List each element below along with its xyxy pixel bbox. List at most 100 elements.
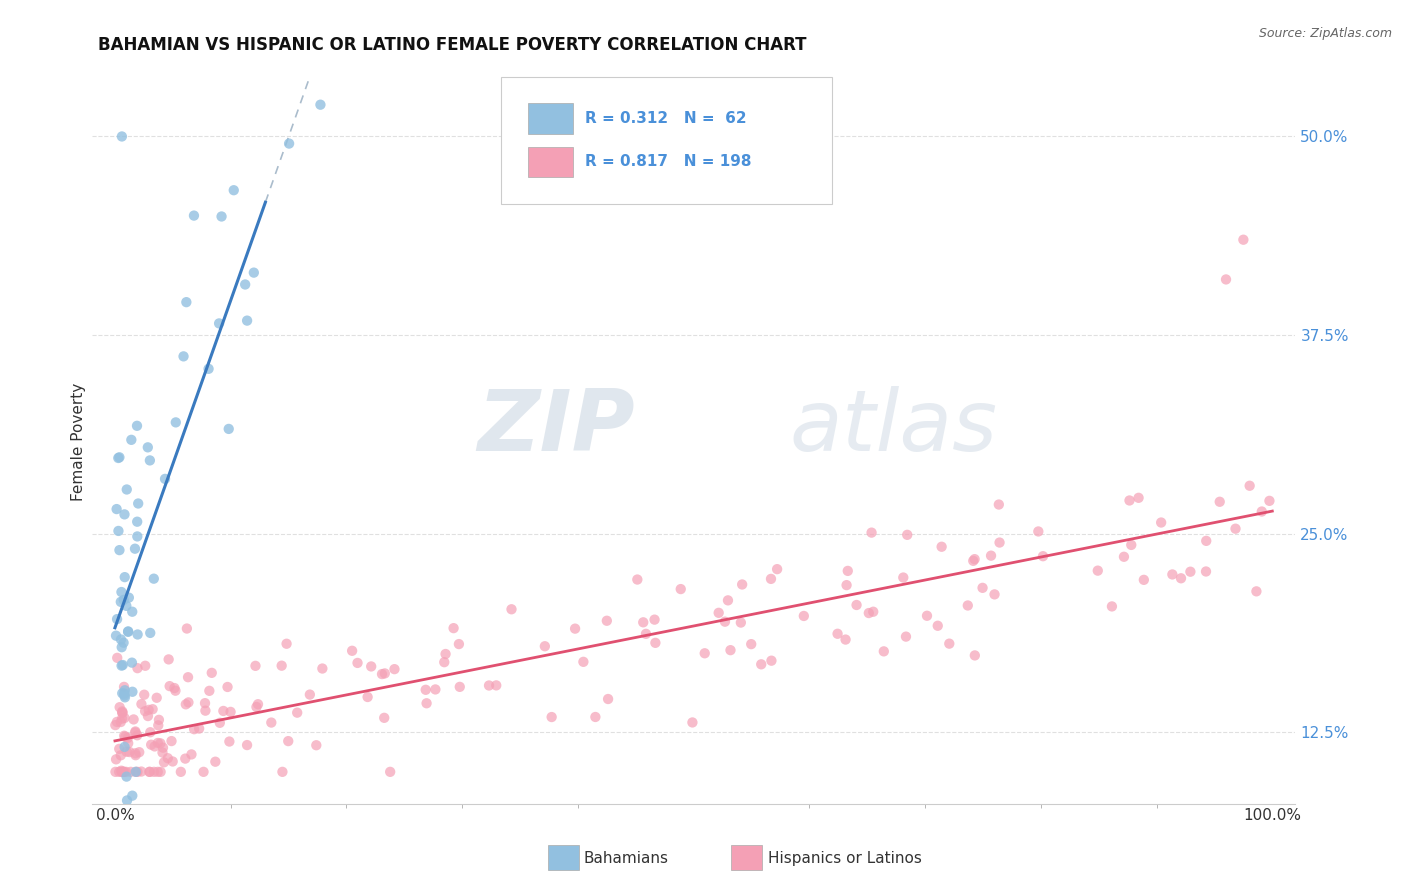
Point — [1121, 538, 1143, 552]
Point — [447, 637, 470, 651]
Point — [634, 627, 657, 641]
Point — [117, 624, 139, 639]
Point — [211, 210, 233, 224]
Point — [174, 751, 197, 765]
Point — [118, 745, 141, 759]
Point — [114, 689, 136, 703]
Point — [1087, 564, 1109, 578]
Point — [111, 712, 134, 726]
Point — [360, 659, 382, 673]
Point — [110, 595, 132, 609]
Point — [583, 710, 606, 724]
Text: Hispanics or Latinos: Hispanics or Latinos — [768, 851, 921, 865]
Point — [276, 637, 298, 651]
Point — [740, 637, 762, 651]
Point — [153, 472, 176, 486]
Point — [165, 683, 187, 698]
Point — [988, 535, 1011, 549]
Point — [105, 502, 128, 516]
Point — [1150, 516, 1173, 530]
Point — [141, 738, 163, 752]
Point — [111, 706, 134, 720]
Point — [115, 793, 138, 807]
Point — [128, 745, 150, 759]
Point — [112, 680, 135, 694]
Point — [193, 764, 215, 779]
Point — [105, 629, 128, 643]
Point — [104, 764, 127, 779]
Point — [218, 734, 240, 748]
Point — [720, 643, 742, 657]
Point — [160, 734, 183, 748]
Point — [124, 724, 146, 739]
Point — [110, 658, 132, 673]
Point — [173, 350, 195, 364]
Point — [120, 433, 142, 447]
Point — [891, 570, 914, 584]
Point — [374, 666, 396, 681]
Point — [111, 764, 134, 779]
Point — [987, 498, 1010, 512]
Point — [212, 704, 235, 718]
Point — [127, 764, 149, 779]
Point — [115, 599, 138, 613]
Point — [1170, 571, 1192, 585]
Point — [121, 685, 143, 699]
Point — [148, 713, 170, 727]
Point — [142, 702, 165, 716]
Point — [845, 598, 868, 612]
Point — [108, 764, 131, 779]
Point — [174, 698, 197, 712]
Point — [501, 602, 523, 616]
Point — [107, 450, 129, 465]
Point — [121, 605, 143, 619]
Point — [731, 577, 754, 591]
Point — [197, 361, 219, 376]
Point — [138, 764, 160, 779]
Point — [138, 703, 160, 717]
Point — [1246, 584, 1268, 599]
Point — [485, 678, 508, 692]
Point — [127, 496, 149, 510]
Point — [204, 755, 226, 769]
Point — [415, 682, 437, 697]
Point — [110, 748, 132, 763]
Point — [180, 747, 202, 762]
Point — [963, 648, 986, 663]
Point — [183, 209, 205, 223]
Point — [1118, 493, 1140, 508]
Point — [245, 700, 267, 714]
Point — [596, 692, 619, 706]
Point — [956, 599, 979, 613]
Point — [149, 736, 172, 750]
Point — [834, 632, 856, 647]
Point — [111, 658, 134, 673]
Point — [837, 564, 859, 578]
Point — [1195, 533, 1218, 548]
Point — [122, 713, 145, 727]
Point — [139, 453, 162, 467]
Point — [218, 422, 240, 436]
Point — [139, 725, 162, 739]
Point — [1128, 491, 1150, 505]
Point — [111, 686, 134, 700]
Point — [112, 592, 135, 607]
Point — [114, 508, 136, 522]
Point — [1161, 567, 1184, 582]
Point — [183, 723, 205, 737]
Point — [111, 640, 134, 655]
Point — [915, 608, 938, 623]
Point — [124, 725, 146, 739]
Point — [862, 605, 884, 619]
Point — [108, 700, 131, 714]
Point — [626, 573, 648, 587]
Text: BAHAMIAN VS HISPANIC OR LATINO FEMALE POVERTY CORRELATION CHART: BAHAMIAN VS HISPANIC OR LATINO FEMALE PO… — [98, 36, 807, 54]
Point — [136, 440, 159, 454]
Text: R = 0.817   N = 198: R = 0.817 N = 198 — [585, 154, 752, 169]
Point — [1258, 493, 1281, 508]
Point — [114, 739, 136, 754]
Point — [1180, 565, 1202, 579]
Point — [114, 730, 136, 744]
Point — [1195, 565, 1218, 579]
Point — [766, 562, 789, 576]
